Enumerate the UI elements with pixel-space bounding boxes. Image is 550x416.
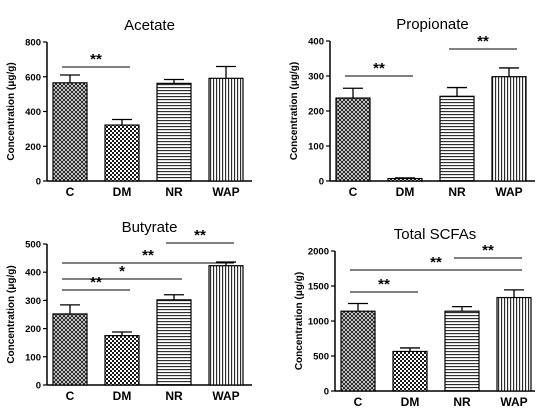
bar-dm	[392, 350, 428, 392]
bar-c	[52, 313, 88, 386]
significance-label: **	[477, 33, 489, 50]
y-tick-label: 400	[25, 268, 41, 279]
bar-wap	[208, 265, 244, 386]
x-tick-label: DM	[396, 185, 415, 199]
y-axis-label: Concentration (μg/g)	[294, 272, 305, 370]
y-tick-label: 100	[25, 352, 41, 363]
y-tick-label: 200	[308, 107, 324, 118]
significance-label: **	[482, 242, 494, 259]
y-tick-label: 200	[25, 142, 41, 153]
y-tick-label: 2000	[308, 247, 329, 258]
y-tick-label: 800	[25, 38, 41, 49]
y-tick-label: 0	[36, 177, 41, 188]
y-tick-label: 300	[25, 296, 41, 307]
y-tick-label: 1500	[308, 282, 329, 293]
x-tick-label: C	[354, 395, 363, 409]
y-tick-label: 400	[308, 37, 324, 48]
x-tick-label: DM	[113, 185, 132, 199]
chart-panel-0: Acetate Concentration (μg/g) 0 200 400 600 800…	[6, 17, 252, 199]
bar-nr	[156, 82, 192, 182]
y-tick-label: 0	[319, 177, 324, 188]
x-tick-label: NR	[453, 395, 471, 409]
chart-panel-3: Total SCFAs Concentration (μg/g) 0 500 1000 1…	[294, 226, 535, 409]
significance-label: **	[194, 227, 206, 244]
x-tick-label: DM	[401, 395, 420, 409]
bar-dm	[387, 177, 423, 182]
chart-panel-1: Propionate Concentration (μg/g) 0 100 200 300…	[289, 16, 535, 199]
significance-label: **	[378, 276, 390, 293]
significance-label: **	[373, 60, 385, 77]
y-tick-label: 100	[308, 142, 324, 153]
significance-label: **	[90, 274, 102, 291]
chart-title: Acetate	[124, 17, 175, 34]
y-tick-label: 500	[313, 352, 329, 363]
x-tick-label: NR	[448, 185, 466, 199]
x-tick-label: C	[349, 185, 358, 199]
x-tick-label: NR	[165, 185, 183, 199]
x-tick-label: WAP	[500, 395, 527, 409]
chart-panel-2: Butyrate Concentration (μg/g) 0 100 200 300 40…	[6, 219, 252, 403]
bar-c	[52, 82, 88, 182]
y-axis-label: Concentration (μg/g)	[6, 62, 17, 160]
bar-nr	[444, 310, 480, 392]
bar-c	[335, 97, 371, 182]
bar-nr	[156, 299, 192, 386]
significance-label: *	[119, 263, 125, 280]
bar-nr	[439, 95, 475, 182]
y-tick-label: 1000	[308, 317, 329, 328]
bar-dm	[104, 335, 140, 386]
significance-label: **	[142, 247, 154, 264]
y-tick-label: 600	[25, 72, 41, 83]
bar-wap	[208, 77, 244, 182]
significance-label: **	[90, 51, 102, 68]
y-tick-label: 200	[25, 324, 41, 335]
y-tick-label: 500	[25, 240, 41, 251]
y-axis-label: Concentration (μg/g)	[289, 62, 300, 160]
x-tick-label: C	[66, 389, 75, 403]
x-tick-label: C	[66, 185, 75, 199]
x-tick-label: WAP	[212, 185, 239, 199]
chart-title: Butyrate	[122, 219, 178, 236]
y-tick-label: 0	[324, 387, 329, 398]
chart-title: Propionate	[396, 16, 469, 33]
y-tick-label: 300	[308, 72, 324, 83]
y-tick-label: 0	[36, 381, 41, 392]
x-tick-label: WAP	[495, 185, 522, 199]
bar-wap	[491, 76, 527, 182]
bar-wap	[496, 296, 532, 392]
y-tick-label: 400	[25, 107, 41, 118]
bar-c	[340, 310, 376, 392]
chart-title: Total SCFAs	[394, 226, 477, 243]
y-axis-label: Concentration (μg/g)	[6, 265, 17, 363]
x-tick-label: WAP	[212, 389, 239, 403]
x-tick-label: NR	[165, 389, 183, 403]
bar-dm	[104, 124, 140, 182]
significance-label: **	[430, 254, 442, 271]
x-tick-label: DM	[113, 389, 132, 403]
